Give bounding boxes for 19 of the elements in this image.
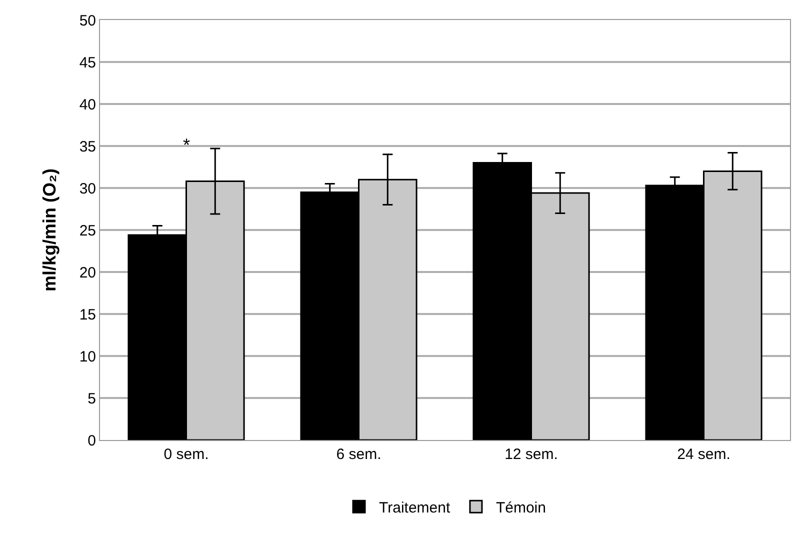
y-tick-label: 5 — [88, 390, 96, 408]
x-tick-label: 12 sem. — [504, 446, 558, 463]
y-tick-label: 15 — [79, 306, 96, 324]
x-tick-label: 6 sem. — [336, 446, 382, 463]
y-tick-label: 25 — [79, 222, 96, 240]
y-tick-label: 10 — [79, 348, 96, 366]
y-tick-label: 35 — [79, 138, 96, 156]
legend-label: Traitement — [379, 500, 451, 516]
y-tick-label: 45 — [79, 54, 96, 72]
legend-label: Témoin — [496, 500, 546, 516]
annotation: * — [183, 135, 190, 155]
y-tick-label: 0 — [88, 432, 96, 450]
x-tick-label: 24 sem. — [677, 446, 730, 463]
y-tick-label: 20 — [79, 264, 96, 282]
y-tick-label: 40 — [79, 96, 96, 114]
y-tick-label: 50 — [79, 12, 96, 30]
y-axis-title: ml/kg/min (O₂) — [40, 168, 60, 292]
y-tick-label: 30 — [79, 180, 96, 198]
x-tick-label: 0 sem. — [164, 446, 209, 463]
